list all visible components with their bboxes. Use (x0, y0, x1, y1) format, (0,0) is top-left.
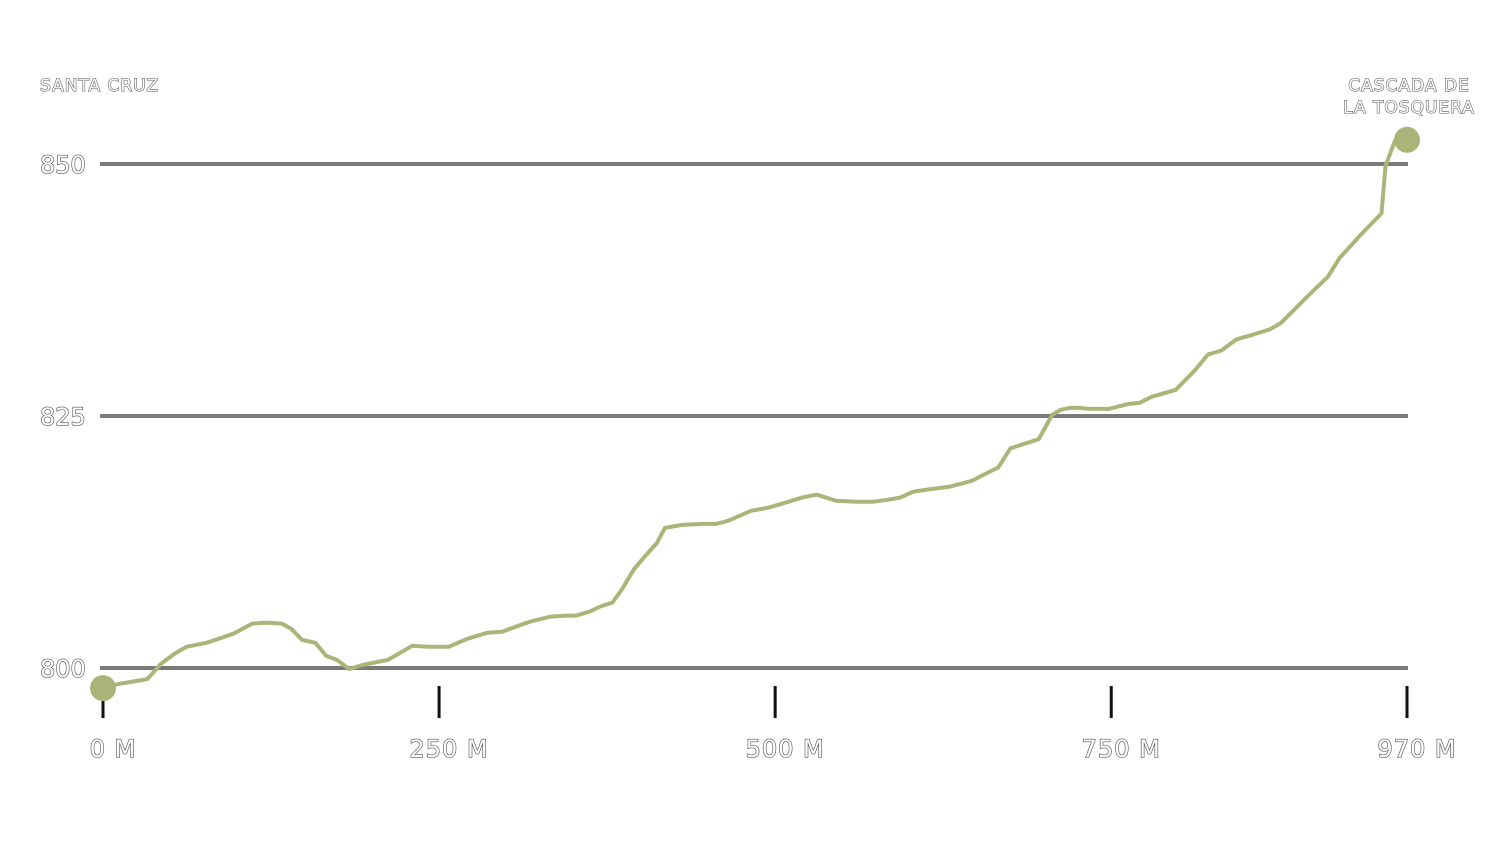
end-label-line-1: CASCADA DE (1348, 76, 1469, 96)
y-axis-tick-labels: 800 825 850 (39, 150, 86, 683)
y-tick-label-850: 850 (40, 151, 86, 179)
x-tick-label-500: 500 M (746, 735, 825, 763)
y-tick-label-800: 800 (40, 655, 86, 683)
grid-lines (100, 162, 1408, 670)
endpoint-labels: SANTA CRUZ CASCADA DE LA TOSQUERA (39, 75, 1475, 118)
elevation-line (101, 137, 1409, 691)
start-marker (90, 675, 116, 702)
end-label-line-2: LA TOSQUERA (1343, 98, 1475, 118)
x-tick-label-250: 250 M (410, 735, 489, 763)
end-marker (1394, 126, 1420, 153)
x-tick-label-970: 970 M (1377, 735, 1456, 763)
elevation-series (90, 126, 1420, 702)
x-tick-label-750: 750 M (1082, 735, 1161, 763)
start-label: SANTA CRUZ (40, 76, 159, 96)
y-tick-label-825: 825 (40, 403, 86, 431)
x-tick-label-0: 0 M (90, 735, 137, 763)
x-axis-ticks: 0 M 250 M 500 M 750 M 970 M (89, 686, 1456, 764)
